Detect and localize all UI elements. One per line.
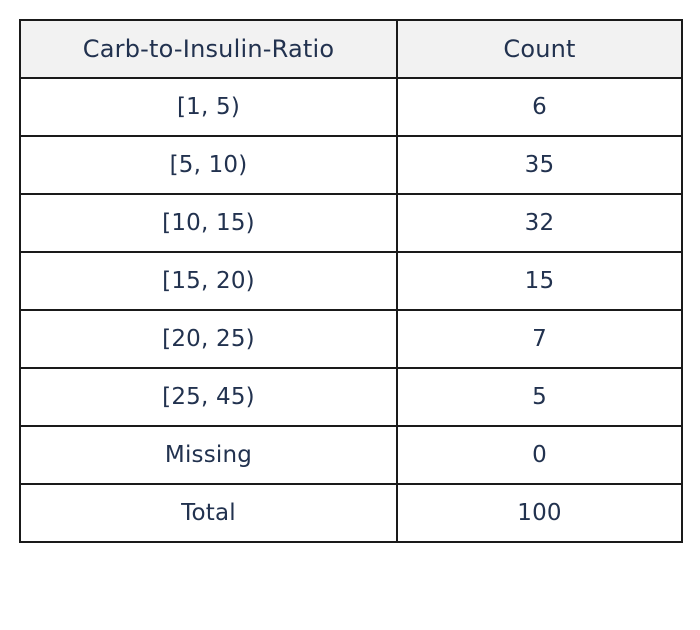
- ratio-cell: Total: [19, 483, 398, 543]
- table-row: [20, 25) 7: [19, 309, 683, 369]
- ratio-cell: [10, 15): [19, 193, 398, 253]
- count-cell: 7: [396, 309, 683, 369]
- ratio-cell: Missing: [19, 425, 398, 485]
- ratio-cell: [5, 10): [19, 135, 398, 195]
- table-row: [25, 45) 5: [19, 367, 683, 427]
- table-row: [5, 10) 35: [19, 135, 683, 195]
- ratio-cell: [20, 25): [19, 309, 398, 369]
- ratio-cell: [15, 20): [19, 251, 398, 311]
- count-cell: 100: [396, 483, 683, 543]
- count-cell: 15: [396, 251, 683, 311]
- count-cell: 5: [396, 367, 683, 427]
- ratio-cell: [25, 45): [19, 367, 398, 427]
- table-body: [1, 5) 6 [5, 10) 35 [10, 15) 32 [15, 20)…: [19, 77, 683, 543]
- ratio-cell: [1, 5): [19, 77, 398, 137]
- table-header: Carb-to-Insulin-Ratio Count: [19, 19, 683, 79]
- header-count: Count: [396, 19, 683, 79]
- frequency-table: Carb-to-Insulin-Ratio Count [1, 5) 6 [5,…: [19, 19, 683, 543]
- table-row: [10, 15) 32: [19, 193, 683, 253]
- count-cell: 32: [396, 193, 683, 253]
- table-row-missing: Missing 0: [19, 425, 683, 485]
- table-row: [1, 5) 6: [19, 77, 683, 137]
- header-row: Carb-to-Insulin-Ratio Count: [19, 19, 683, 79]
- header-ratio: Carb-to-Insulin-Ratio: [19, 19, 398, 79]
- count-cell: 35: [396, 135, 683, 195]
- count-cell: 0: [396, 425, 683, 485]
- table-row-total: Total 100: [19, 483, 683, 543]
- table-row: [15, 20) 15: [19, 251, 683, 311]
- count-cell: 6: [396, 77, 683, 137]
